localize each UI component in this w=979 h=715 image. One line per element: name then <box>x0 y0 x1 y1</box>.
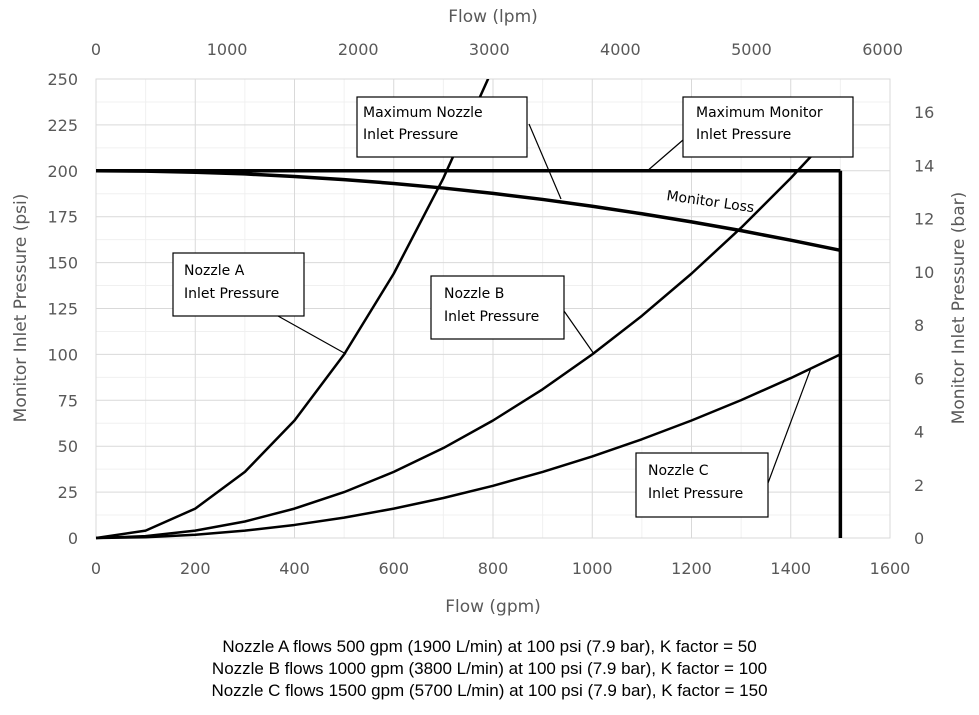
y-left-tick-label: 250 <box>47 70 78 89</box>
x-bottom-tick-label: 600 <box>378 559 409 578</box>
callout-maximum-monitor-text: Inlet Pressure <box>696 127 791 143</box>
y-left-tick-label: 25 <box>58 483 78 502</box>
y-left-tick-label: 100 <box>47 345 78 364</box>
x-top-tick-label: 1000 <box>207 40 248 59</box>
nozzle-c-curve <box>96 353 841 540</box>
y-right-tick-label: 16 <box>914 103 934 122</box>
y-right-tick-label: 8 <box>914 316 924 335</box>
x-bottom-tick-label: 1000 <box>572 559 613 578</box>
leader-line <box>767 367 812 484</box>
callout-nozzle-b-text: Inlet Pressure <box>444 309 539 325</box>
nozzle-b-curve <box>96 124 842 540</box>
y-left-axis-title: Monitor Inlet Pressure (psi) <box>11 194 31 423</box>
x-top-tick-label: 2000 <box>338 40 379 59</box>
x-top-tick-label: 4000 <box>600 40 641 59</box>
x-bottom-tick-label: 1600 <box>870 559 911 578</box>
note-nozzle-c: Nozzle C flows 1500 gpm (5700 L/min) at … <box>211 681 768 700</box>
note-nozzle-a: Nozzle A flows 500 gpm (1900 L/min) at 1… <box>222 637 757 656</box>
leader-line <box>277 315 347 355</box>
y-left-tick-label: 0 <box>68 529 78 548</box>
callout-nozzle-a-text: Nozzle A <box>184 263 245 279</box>
callout-maximum-nozzle-text: Inlet Pressure <box>363 127 458 143</box>
y-right-tick-label: 12 <box>914 210 934 229</box>
x-bottom-axis-title: Flow (gpm) <box>445 597 541 617</box>
x-bottom-tick-label: 400 <box>279 559 310 578</box>
y-right-tick-label: 0 <box>914 529 924 548</box>
x-bottom-tick-label: 1400 <box>770 559 811 578</box>
monitor-loss-curve <box>96 169 841 253</box>
x-bottom-tick-label: 1200 <box>671 559 712 578</box>
y-left-tick-label: 150 <box>47 254 78 273</box>
y-left-tick-label: 50 <box>58 437 78 456</box>
callout-nozzle-b-text: Nozzle B <box>444 286 504 302</box>
callouts-layer: Maximum Nozzle Inlet Pressure Maximum Moni… <box>172 96 854 518</box>
callout-maximum-nozzle-text: Maximum Nozzle <box>363 105 483 121</box>
callout-nozzle-a-box <box>172 252 305 317</box>
callout-maximum-nozzle-box <box>356 96 528 158</box>
callout-nozzle-c-box <box>635 452 769 518</box>
x-bottom-tick-label: 800 <box>478 559 509 578</box>
callout-maximum-monitor-text: Maximum Monitor <box>696 105 823 121</box>
y-left-tick-label: 175 <box>47 208 78 227</box>
x-top-tick-label: 0 <box>91 40 101 59</box>
callout-nozzle-a-text: Inlet Pressure <box>184 286 279 302</box>
plot-frame <box>95 78 891 539</box>
y-left-tick-label: 200 <box>47 162 78 181</box>
monitor-loss-label: Monitor Loss <box>665 188 755 216</box>
leader-line <box>563 310 595 355</box>
x-top-tick-label: 6000 <box>862 40 903 59</box>
callout-nozzle-c-text: Nozzle C <box>648 463 709 479</box>
leader-line <box>645 139 684 173</box>
y-right-tick-label: 6 <box>914 369 924 388</box>
y-right-axis-title: Monitor Inlet Pressure (bar) <box>949 192 969 425</box>
leader-line <box>528 123 562 200</box>
x-top-tick-label: 5000 <box>731 40 772 59</box>
y-left-tick-label: 225 <box>47 116 78 135</box>
y-right-tick-label: 2 <box>914 476 924 495</box>
callout-nozzle-c-text: Inlet Pressure <box>648 486 743 502</box>
y-right-tick-label: 10 <box>914 263 934 282</box>
x-top-tick-label: 3000 <box>469 40 510 59</box>
x-top-axis-title: Flow (lpm) <box>448 7 538 27</box>
y-left-tick-label: 75 <box>58 391 78 410</box>
callout-nozzle-b-box <box>430 275 565 340</box>
x-bottom-tick-label: 200 <box>180 559 211 578</box>
x-bottom-tick-label: 0 <box>91 559 101 578</box>
note-nozzle-b: Nozzle B flows 1000 gpm (3800 L/min) at … <box>211 659 768 678</box>
callout-maximum-monitor-box <box>682 96 854 158</box>
y-left-tick-label: 125 <box>47 300 78 319</box>
y-right-tick-label: 4 <box>914 423 924 442</box>
y-right-tick-label: 14 <box>914 156 934 175</box>
notes: Nozzle A flows 500 gpm (1900 L/min) at 1… <box>0 636 979 702</box>
